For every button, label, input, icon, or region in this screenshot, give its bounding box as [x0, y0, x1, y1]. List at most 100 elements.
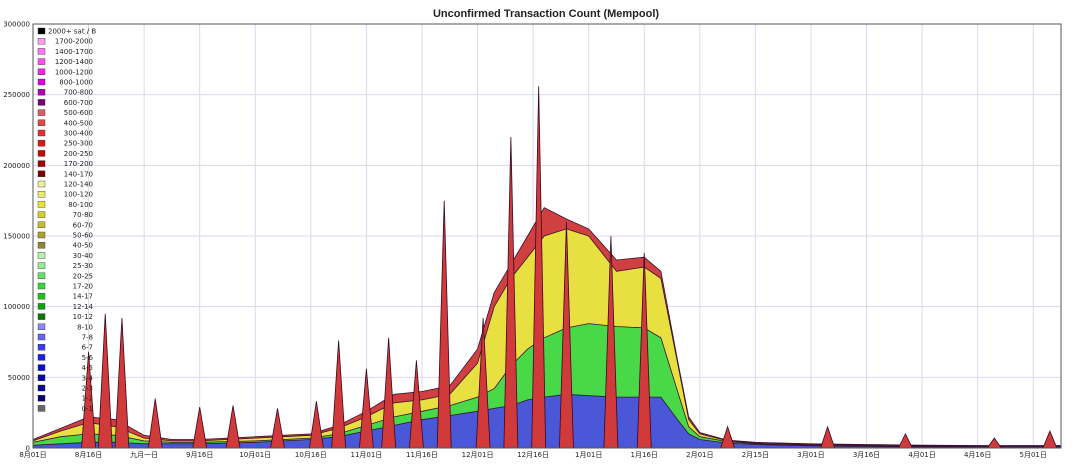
- legend-label-36: 1-2: [82, 395, 93, 403]
- x-tick-label-5: 10月16日: [295, 451, 327, 459]
- x-tick-label-9: 12月16日: [517, 451, 549, 459]
- spike-8: [331, 340, 347, 449]
- legend-label-6: 700-800: [64, 89, 93, 97]
- plot-frame: [32, 23, 1062, 449]
- legend-label-11: 250-300: [64, 140, 93, 148]
- legend-swatch-8: [37, 109, 46, 116]
- legend-label-20: 50-60: [73, 232, 93, 240]
- legend-label-30: 7-8: [82, 334, 93, 342]
- legend-swatch-15: [37, 180, 46, 188]
- legend-swatch-9: [37, 119, 46, 127]
- legend-label-32: 5-6: [82, 354, 94, 362]
- legend-label-2: 1400-1700: [55, 48, 93, 56]
- legend-label-34: 3-4: [82, 374, 94, 382]
- legend-swatch-22: [37, 252, 46, 259]
- legend-swatch-36: [37, 395, 46, 402]
- y-tick-label-0: 0: [26, 445, 30, 453]
- spike-marks: [81, 86, 1058, 449]
- legend-swatch-32: [37, 354, 46, 361]
- spike-19: [720, 425, 736, 449]
- legend-label-37: 0-1: [82, 405, 93, 413]
- legend-swatch-7: [37, 99, 46, 106]
- legend-swatch-10: [37, 129, 46, 137]
- legend-label-12: 200-250: [64, 150, 93, 158]
- legend-swatch-13: [37, 160, 46, 167]
- spike-20: [820, 425, 836, 449]
- legend-label-3: 1200-1400: [55, 58, 93, 66]
- legend-swatch-0: [37, 27, 46, 35]
- x-tick-label-14: 3月01日: [797, 451, 824, 459]
- x-tick-label-17: 4月16日: [964, 451, 991, 459]
- x-tick-label-16: 4月01日: [908, 451, 935, 459]
- legend-label-13: 170-200: [64, 160, 93, 168]
- legend-label-15: 120-140: [64, 181, 93, 189]
- legend-label-35: 2-3: [82, 385, 93, 393]
- legend-label-28: 10-12: [73, 313, 93, 321]
- legend-label-19: 60-70: [73, 221, 93, 229]
- legend-label-31: 6-7: [82, 344, 93, 352]
- x-tick-label-4: 10月01日: [239, 451, 271, 459]
- y-tick-label-2: 100000: [3, 303, 30, 311]
- legend-swatch-23: [37, 262, 46, 269]
- spike-1: [97, 313, 113, 449]
- spike-22: [986, 437, 1003, 449]
- legend-label-24: 20-25: [73, 272, 93, 280]
- legend-swatch-28: [37, 313, 46, 320]
- legend-label-29: 8-10: [77, 323, 93, 331]
- x-tick-label-15: 3月16日: [853, 451, 880, 459]
- legend-swatch-25: [37, 282, 46, 290]
- legend-label-5: 800-1000: [59, 79, 93, 87]
- legend-label-7: 600-700: [64, 99, 93, 107]
- legend-label-16: 100-120: [64, 191, 93, 199]
- x-tick-label-12: 2月01日: [686, 451, 713, 459]
- area-series-3: [32, 393, 1062, 449]
- legend: 2000+ sat / B 1700-2000 1400-1700 1200-1400…: [37, 27, 96, 413]
- spike-23: [1042, 429, 1058, 449]
- legend-label-17: 80-100: [68, 201, 93, 209]
- legend-label-22: 30-40: [73, 252, 93, 260]
- x-axis: 8月01日 8月16日 九月一日 9月16日 10月01日 10月16日 11月01日 11月…: [19, 450, 1047, 459]
- stacked-areas: [32, 207, 1062, 449]
- x-tick-label-7: 11月16日: [406, 451, 438, 459]
- legend-label-1: 1700-2000: [55, 38, 93, 46]
- legend-swatch-14: [37, 170, 46, 178]
- legend-label-33: 4-5: [82, 364, 93, 372]
- area-series-2: [32, 323, 1062, 449]
- legend-swatch-31: [37, 344, 46, 351]
- legend-swatch-18: [37, 211, 46, 218]
- legend-swatch-29: [37, 323, 46, 330]
- x-tick-label-3: 9月16日: [186, 451, 213, 459]
- spike-3: [147, 398, 163, 449]
- y-tick-label-4: 200000: [3, 162, 30, 170]
- legend-swatch-2: [37, 48, 46, 55]
- legend-swatch-21: [37, 241, 46, 249]
- spike-10: [381, 337, 397, 449]
- spike-4: [192, 406, 208, 449]
- y-tick-label-1: 50000: [8, 374, 30, 382]
- x-tick-label-0: 8月01日: [19, 451, 46, 459]
- legend-swatch-1: [37, 38, 46, 45]
- spike-21: [897, 432, 914, 449]
- legend-label-0: 2000+ sat / B: [48, 28, 96, 36]
- legend-swatch-19: [37, 221, 46, 229]
- legend-label-4: 1000-1200: [55, 68, 93, 76]
- x-tick-label-13: 2月15日: [742, 451, 769, 459]
- legend-label-23: 25-30: [73, 262, 93, 270]
- legend-swatch-24: [37, 272, 46, 279]
- legend-swatch-34: [37, 374, 46, 381]
- legend-swatch-26: [37, 293, 46, 300]
- x-tick-label-1: 8月16日: [75, 451, 102, 459]
- chart-title: Unconfirmed Transaction Count (Mempool): [433, 8, 659, 20]
- spike-7: [308, 401, 324, 449]
- spike-5: [225, 405, 241, 449]
- legend-label-26: 14-17: [73, 293, 93, 301]
- legend-swatch-16: [37, 190, 46, 198]
- legend-label-21: 40-50: [73, 242, 93, 250]
- legend-label-18: 70-80: [73, 211, 93, 219]
- legend-swatch-11: [37, 139, 46, 147]
- legend-swatch-37: [37, 405, 46, 412]
- x-tick-label-8: 12月01日: [462, 451, 494, 459]
- legend-swatch-27: [37, 303, 46, 310]
- spike-6: [270, 408, 285, 449]
